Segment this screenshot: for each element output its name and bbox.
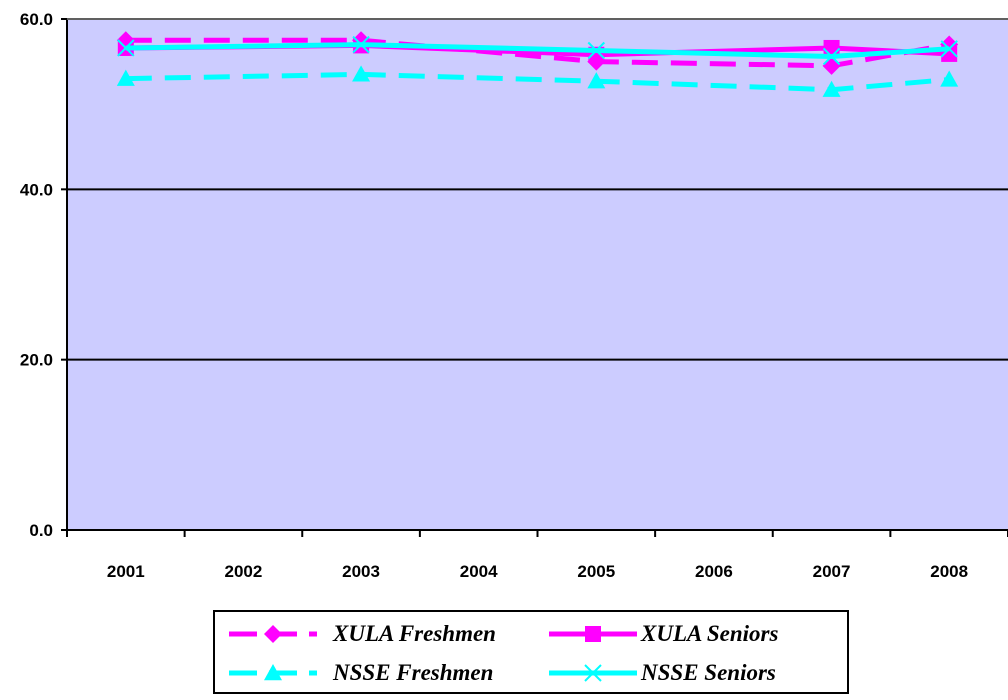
- legend-label-nsse-seniors: NSSE Seniors: [641, 660, 776, 685]
- legend-label-xula-seniors: XULA Seniors: [641, 621, 779, 646]
- point-nsse-seniors-2003: [352, 35, 370, 54]
- point-nsse-freshmen-2007: [822, 80, 841, 97]
- legend-marker-xula-seniors: [585, 626, 601, 642]
- x-tick-label-2005: 2005: [577, 562, 615, 581]
- point-nsse-seniors-2001: [117, 39, 135, 57]
- point-nsse-freshmen-2003: [352, 65, 371, 82]
- y-tick-label-0: 0.0: [29, 521, 53, 540]
- legend-label-nsse-freshmen: NSSE Freshmen: [333, 660, 494, 685]
- x-tick-label-2002: 2002: [225, 562, 263, 581]
- point-nsse-freshmen-2008: [940, 70, 959, 87]
- legend-marker-xula-freshmen: [264, 625, 282, 643]
- plot-area: [67, 19, 1008, 530]
- y-tick-label-3: 60.0: [20, 10, 53, 29]
- legend-item-nsse-seniors: NSSE Seniors: [547, 654, 776, 692]
- legend-swatch-nsse-seniors: [549, 664, 637, 682]
- point-nsse-seniors-2008: [940, 40, 958, 58]
- series-layer: [116, 31, 959, 97]
- point-nsse-seniors-2007: [822, 47, 841, 66]
- series-nsse-seniors: [117, 35, 958, 66]
- x-axis-tick-labels: 2001 2002 2003 2004 2005 2006 2007 2008: [107, 562, 968, 581]
- legend-item-xula-seniors: XULA Seniors: [547, 615, 778, 653]
- x-tick-label-2004: 2004: [460, 562, 498, 581]
- y-tick-label-1: 20.0: [20, 351, 53, 370]
- legend-marker-nsse-freshmen: [264, 664, 282, 681]
- legend-swatch-xula-freshmen: [229, 625, 317, 643]
- legend-label-xula-freshmen: XULA Freshmen: [333, 621, 496, 646]
- y-axis-tick-labels: 0.0 20.0 40.0 60.0: [20, 10, 53, 540]
- x-tick-label-2001: 2001: [107, 562, 145, 581]
- point-nsse-freshmen-2005: [587, 72, 606, 89]
- legend-item-nsse-freshmen: NSSE Freshmen: [227, 654, 493, 692]
- x-tick-label-2007: 2007: [813, 562, 851, 581]
- x-tick-label-2003: 2003: [342, 562, 380, 581]
- axes: [61, 18, 1008, 537]
- series-nsse-freshmen: [116, 65, 959, 97]
- point-nsse-freshmen-2001: [116, 69, 135, 86]
- y-tick-label-2: 40.0: [20, 180, 53, 199]
- legend-item-xula-freshmen: XULA Freshmen: [227, 615, 496, 653]
- legend: XULA Freshmen XULA Seniors NSSE Freshmen…: [213, 610, 849, 694]
- x-tick-label-2008: 2008: [930, 562, 968, 581]
- point-xula-seniors-2007: [823, 39, 840, 56]
- legend-swatch-nsse-freshmen: [229, 664, 317, 681]
- x-tick-label-2006: 2006: [695, 562, 733, 581]
- legend-marker-nsse-seniors: [584, 664, 602, 682]
- point-nsse-seniors-2005: [587, 41, 606, 60]
- legend-swatch-xula-seniors: [549, 626, 637, 642]
